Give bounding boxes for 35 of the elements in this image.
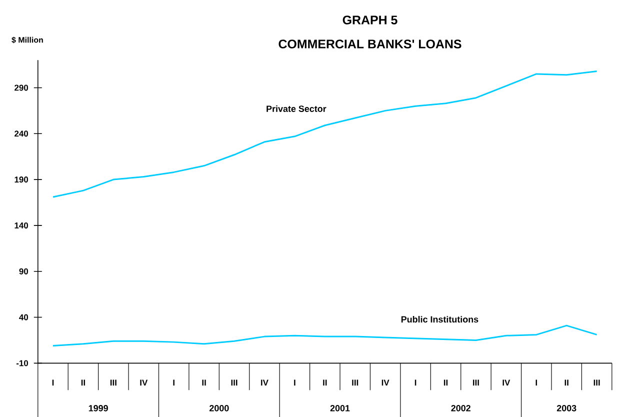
x-tick-label: III [110, 380, 116, 386]
text: 2002 [451, 405, 470, 412]
y-tick-label: 90 [19, 268, 28, 274]
x-tick-label: IV [502, 380, 510, 386]
x-tick-label: III [472, 380, 479, 386]
x-tick-label: I [414, 380, 416, 386]
y-tick-label: 190 [14, 176, 28, 183]
text: 2001 [330, 405, 350, 412]
x-tick-label: IV [140, 380, 148, 386]
text: 1999 [88, 405, 108, 412]
x-tick-label: IV [382, 380, 390, 386]
y-tick-label: 240 [14, 130, 28, 137]
x-tick-label: I [173, 380, 174, 386]
series-label: Public Institutions [401, 316, 478, 323]
x-tick-label: I [52, 380, 54, 386]
series-label: Private Sector [266, 105, 326, 112]
chart-title: GRAPH 5 [342, 16, 398, 24]
x-tick-label: II [323, 380, 327, 386]
text: 2000 [210, 405, 229, 412]
x-tick-label: I [294, 380, 296, 386]
x-tick-label: II [564, 380, 568, 386]
y-tick-label: 40 [19, 314, 28, 320]
x-tick-label: III [594, 380, 600, 386]
x-tick-label: III [352, 380, 358, 386]
x-tick-label: III [231, 380, 238, 386]
x-tick-label: I [536, 380, 537, 386]
x-tick-label: II [444, 380, 448, 386]
x-tick-label: II [81, 380, 85, 386]
x-tick-label: IV [261, 380, 268, 386]
y-tick-label: 290 [14, 84, 28, 91]
chart-subtitle: COMMERCIAL BANKS' LOANS [278, 40, 462, 48]
y-tick-label: -10 [16, 360, 28, 366]
y-tick-label: 140 [14, 222, 28, 228]
x-tick-label: II [202, 380, 206, 386]
text: 2003 [556, 404, 576, 412]
